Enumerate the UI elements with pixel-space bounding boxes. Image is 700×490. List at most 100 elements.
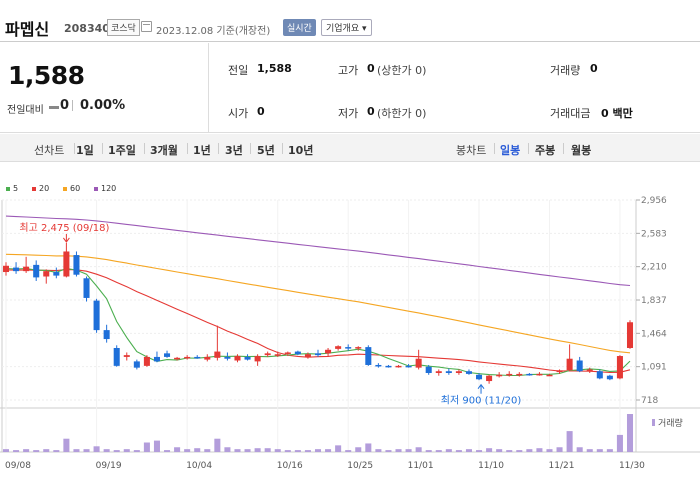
volume-bar — [516, 450, 523, 452]
toolbar-divider — [102, 143, 103, 154]
volume-bar — [103, 449, 110, 452]
candle — [194, 356, 201, 359]
ma5-label: 5 — [13, 184, 19, 193]
volume-bar — [415, 447, 422, 452]
ma5-swatch — [6, 186, 10, 191]
ma120-line — [5, 215, 631, 287]
candle — [556, 370, 563, 373]
prev-close-value: 1,588 — [257, 62, 292, 75]
period-1d[interactable]: 1일 — [76, 144, 94, 157]
candle — [304, 354, 311, 357]
candle — [586, 369, 593, 371]
candle — [626, 322, 634, 348]
volume-bar — [83, 449, 90, 452]
volume-bar — [204, 449, 211, 452]
candle — [496, 374, 503, 377]
toolbar-divider — [74, 143, 75, 154]
volume-value: 0 — [590, 62, 598, 75]
line-chart-label[interactable]: 선차트 — [34, 144, 65, 157]
candle-monthly[interactable]: 월봉 — [571, 144, 592, 157]
volume-bar — [626, 414, 634, 452]
x-tick-label: 10/25 — [347, 461, 373, 471]
ma20-swatch — [32, 186, 36, 191]
volume-bar — [93, 446, 100, 452]
candle — [234, 356, 241, 361]
volume-bar — [2, 449, 10, 452]
candle — [335, 346, 342, 349]
period-5y[interactable]: 5년 — [257, 144, 275, 157]
volume-bar — [506, 450, 513, 452]
candle — [214, 351, 221, 358]
volume-bar — [325, 449, 332, 452]
volume-bar — [596, 449, 603, 452]
candle — [113, 347, 120, 366]
summary-divider — [208, 43, 209, 133]
candle-daily[interactable]: 일봉 — [500, 144, 521, 157]
ma20-label: 20 — [39, 184, 50, 193]
volume-bar — [113, 450, 120, 452]
x-tick-label: 10/04 — [186, 461, 212, 471]
candle — [506, 373, 513, 376]
toolbar-divider — [528, 143, 529, 154]
high-value: 0 — [367, 62, 375, 75]
candle — [385, 365, 392, 368]
candle — [365, 347, 372, 365]
lower-limit: (하한가 0) — [377, 107, 427, 120]
volume-bar — [445, 449, 452, 452]
volume-bar — [455, 450, 462, 452]
volume-bar — [53, 450, 60, 452]
candle — [184, 356, 191, 359]
ma-legend-20: 20 — [32, 184, 49, 193]
volume-bar — [586, 449, 593, 452]
candle — [204, 356, 211, 360]
candle-chart-label[interactable]: 봉차트 — [456, 144, 487, 157]
volume-bar — [123, 449, 130, 452]
candle-weekly[interactable]: 주봉 — [535, 144, 556, 157]
period-10y[interactable]: 10년 — [288, 144, 314, 157]
x-tick-label: 09/08 — [5, 461, 31, 471]
volume-bar — [13, 450, 20, 452]
candle — [405, 365, 412, 368]
volume-bar — [606, 449, 613, 452]
volume-bar — [73, 449, 80, 452]
period-3y[interactable]: 3년 — [225, 144, 243, 157]
volume-bar — [465, 449, 472, 452]
current-price: 1,588 — [8, 61, 85, 90]
toolbar-divider — [282, 143, 283, 154]
open-value: 0 — [257, 105, 265, 118]
period-1y[interactable]: 1년 — [193, 144, 211, 157]
stock-code: 208340 — [64, 22, 110, 35]
ma60-label: 60 — [70, 184, 81, 193]
toolbar-divider — [494, 143, 495, 154]
toolbar-divider — [250, 143, 251, 154]
x-tick-label: 11/30 — [619, 461, 645, 471]
candle — [375, 364, 382, 367]
volume-bar — [486, 448, 493, 452]
ma-legend-120: 120 — [94, 184, 116, 193]
candle — [93, 300, 100, 331]
volume-bar — [234, 449, 241, 452]
realtime-button[interactable]: 실시간 — [283, 19, 316, 36]
candle — [274, 354, 281, 356]
candle — [325, 349, 332, 354]
volume-bar — [63, 438, 70, 452]
candle — [516, 373, 523, 376]
price-summary: 1,588 전일대비 0 0.00% 전일 1,588 고가 0 (상한가 0)… — [0, 43, 700, 133]
period-3m[interactable]: 3개월 — [150, 144, 178, 157]
candle — [174, 357, 181, 360]
period-1w[interactable]: 1주일 — [108, 144, 136, 157]
ma120-swatch — [94, 186, 98, 191]
candle — [254, 356, 261, 362]
volume-bar — [355, 447, 362, 452]
candle — [395, 365, 402, 368]
toolbar-divider — [187, 143, 188, 154]
candle — [314, 353, 322, 356]
volume-bar — [345, 450, 352, 452]
volume-bar — [435, 450, 442, 452]
y-tick-label: 1,091 — [641, 363, 667, 373]
company-info-dropdown[interactable]: 기업개요 ▾ — [321, 19, 372, 36]
candle — [546, 374, 553, 377]
candle — [294, 351, 301, 355]
candle — [143, 356, 150, 366]
